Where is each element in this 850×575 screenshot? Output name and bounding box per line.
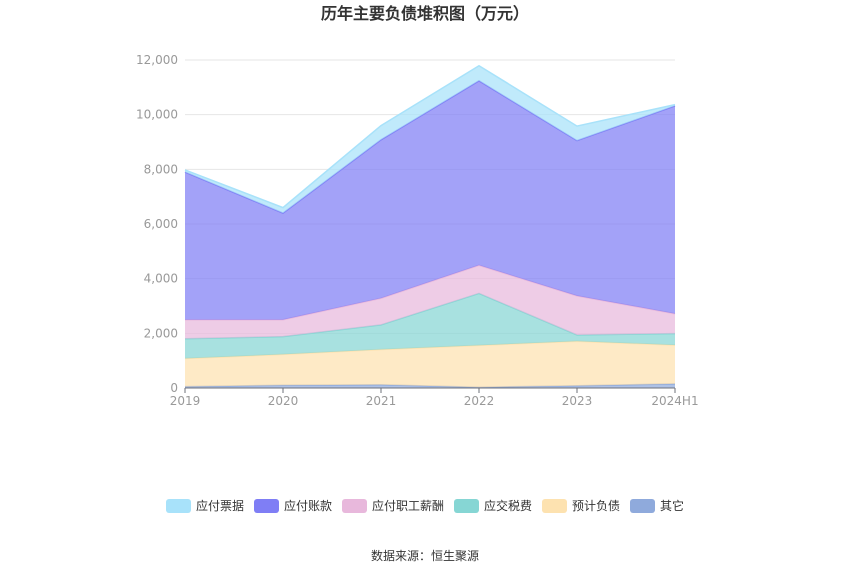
y-tick-label: 0 xyxy=(170,381,178,395)
x-tick-label: 2020 xyxy=(268,394,299,408)
area-series-line xyxy=(184,64,676,209)
x-tick-label: 2019 xyxy=(170,394,201,408)
axes: 0 2,000 4,000 6,000 8,000 10,000 12,000 2019 202… xyxy=(136,53,699,408)
legend-item[interactable]: 应付票据 xyxy=(166,498,244,513)
source-note: 数据来源：恒生聚源 xyxy=(371,548,479,563)
y-tick-label: 2,000 xyxy=(144,326,178,340)
x-tick-label: 2023 xyxy=(562,394,593,408)
legend-item[interactable]: 应交税费 xyxy=(454,498,532,513)
legend-item[interactable]: 应付账款 xyxy=(254,498,332,513)
legend-item[interactable]: 其它 xyxy=(630,498,684,513)
y-tick-label: 10,000 xyxy=(136,108,178,122)
chart-title: 历年主要负债堆积图（万元） xyxy=(321,4,529,23)
area-series[interactable] xyxy=(185,265,675,339)
legend-swatch xyxy=(542,499,567,513)
areas xyxy=(184,64,676,388)
legend-label: 应付票据 xyxy=(196,498,244,513)
legend-swatch xyxy=(166,499,191,513)
legend-swatch xyxy=(342,499,367,513)
legend-label: 预计负债 xyxy=(572,499,620,513)
y-tick-label: 8,000 xyxy=(144,162,178,176)
area-series[interactable] xyxy=(185,80,675,320)
area-series[interactable] xyxy=(185,293,675,359)
legend-label: 其它 xyxy=(660,498,684,513)
legend[interactable]: 应付票据 应付账款 应付职工薪酬 应交税费 预计负债 其它 xyxy=(166,498,684,513)
legend-label: 应付账款 xyxy=(284,498,332,513)
x-tick-label: 2021 xyxy=(366,394,397,408)
legend-swatch xyxy=(454,499,479,513)
x-tick-label: 2024H1 xyxy=(651,394,698,408)
x-tick-label: 2022 xyxy=(464,394,495,408)
legend-swatch xyxy=(630,499,655,513)
legend-swatch xyxy=(254,499,279,513)
legend-item[interactable]: 预计负债 xyxy=(542,499,620,513)
legend-item[interactable]: 应付职工薪酬 xyxy=(342,498,444,513)
y-tick-label: 12,000 xyxy=(136,53,178,67)
y-tick-label: 4,000 xyxy=(144,272,178,286)
legend-label: 应交税费 xyxy=(484,498,532,513)
area-series[interactable] xyxy=(185,341,675,388)
y-tick-label: 6,000 xyxy=(144,217,178,231)
legend-label: 应付职工薪酬 xyxy=(372,498,444,513)
area-series[interactable] xyxy=(185,65,675,214)
